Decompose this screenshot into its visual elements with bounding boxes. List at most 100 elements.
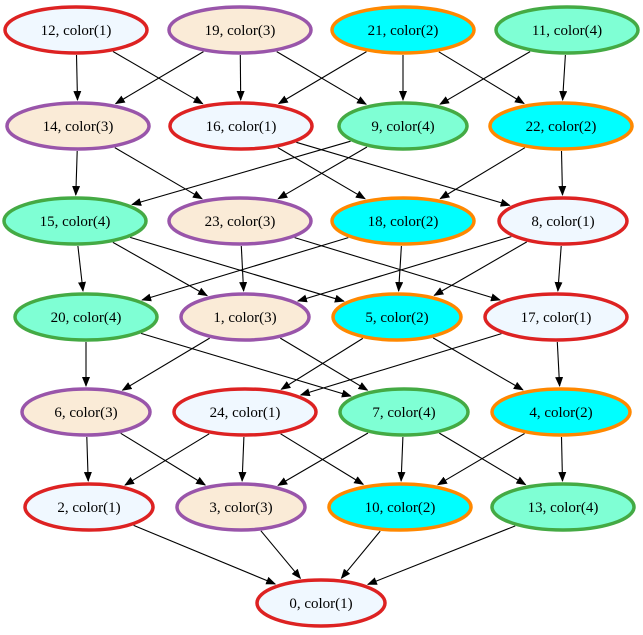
node-8[interactable]: 8, color(1) [497, 196, 629, 246]
edge-n8-n1 [296, 236, 512, 303]
node-label: 4, color(2) [529, 405, 592, 421]
edge-n1-n6 [121, 337, 210, 391]
node-ellipse [330, 5, 476, 55]
edge-n18-n5 [395, 245, 404, 292]
node-5[interactable]: 5, color(2) [331, 292, 463, 342]
node-label: 20, color(4) [51, 310, 122, 326]
edge-n14-n23 [114, 147, 203, 200]
node-label: 1, color(3) [213, 310, 276, 326]
node-9[interactable]: 9, color(4) [337, 101, 469, 151]
node-15[interactable]: 15, color(4) [2, 196, 148, 246]
node-ellipse [327, 482, 473, 532]
node-16[interactable]: 16, color(1) [168, 101, 314, 151]
edge-n21-n16 [277, 51, 367, 105]
edge-n23-n17 [294, 237, 501, 302]
edge-n15-n5 [129, 236, 345, 303]
edge-n5-n24 [280, 337, 364, 390]
edge-n4-n10 [437, 433, 525, 486]
node-ellipse [494, 5, 640, 55]
edge-n6-n3 [120, 432, 207, 486]
node-label: 18, color(2) [368, 214, 439, 230]
edge-n24-n2 [124, 433, 210, 486]
node-7[interactable]: 7, color(4) [338, 387, 470, 437]
edge-n8-n5 [433, 241, 528, 296]
node-19[interactable]: 19, color(3) [167, 5, 313, 55]
node-label: 17, color(1) [521, 310, 592, 326]
node-label: 5, color(2) [365, 310, 428, 326]
edge-n12-n14 [73, 54, 82, 101]
edge-n22-n8 [558, 150, 567, 196]
node-label: 21, color(2) [368, 23, 439, 39]
edge-n23-n1 [239, 245, 248, 292]
node-ellipse [23, 482, 155, 532]
node-24[interactable]: 24, color(1) [172, 387, 318, 437]
node-label: 0, color(1) [289, 596, 352, 612]
edge-n15-n20 [77, 245, 86, 292]
node-ellipse [483, 292, 629, 342]
node-label: 13, color(4) [528, 500, 599, 516]
node-label: 10, color(2) [365, 500, 436, 516]
node-ellipse [255, 578, 387, 628]
edge-n18-n20 [141, 237, 349, 302]
edge-n3-n0 [260, 530, 302, 580]
node-ellipse [20, 387, 152, 437]
node-ellipse [167, 196, 313, 246]
node-18[interactable]: 18, color(2) [330, 196, 476, 246]
node-ellipse [338, 387, 470, 437]
node-23[interactable]: 23, color(3) [167, 196, 313, 246]
edge-n7-n10 [397, 436, 406, 482]
edge-n12-n16 [112, 51, 204, 105]
node-2[interactable]: 2, color(1) [23, 482, 155, 532]
node-ellipse [2, 196, 148, 246]
edge-n22-n18 [439, 147, 526, 200]
node-3[interactable]: 3, color(3) [175, 482, 307, 532]
node-label: 11, color(4) [532, 23, 602, 39]
node-ellipse [330, 196, 476, 246]
node-6[interactable]: 6, color(3) [20, 387, 152, 437]
edge-n5-n4 [432, 337, 524, 391]
edges-layer [72, 51, 568, 585]
node-ellipse [3, 5, 149, 55]
node-10[interactable]: 10, color(2) [327, 482, 473, 532]
node-1[interactable]: 1, color(3) [179, 292, 311, 342]
node-label: 19, color(3) [205, 23, 276, 39]
edge-n19-n14 [114, 51, 204, 105]
edge-n20-n7 [140, 332, 352, 398]
edge-n4-n13 [558, 436, 567, 482]
node-label: 22, color(2) [526, 119, 597, 135]
node-14[interactable]: 14, color(3) [5, 101, 151, 151]
node-ellipse [331, 292, 463, 342]
edge-n11-n22 [559, 54, 568, 101]
edge-n1-n7 [280, 337, 369, 391]
edge-n9-n15 [131, 140, 351, 206]
edge-n14-n15 [72, 150, 81, 196]
node-label: 15, color(4) [40, 214, 111, 230]
node-label: 8, color(1) [531, 214, 594, 230]
edge-n13-n0 [366, 525, 516, 585]
edge-n9-n23 [277, 146, 368, 200]
edge-n11-n9 [439, 51, 531, 105]
node-ellipse [175, 482, 307, 532]
node-label: 16, color(1) [206, 119, 277, 135]
node-label: 2, color(1) [57, 500, 120, 516]
node-20[interactable]: 20, color(4) [13, 292, 159, 342]
node-21[interactable]: 21, color(2) [330, 5, 476, 55]
node-ellipse [337, 101, 469, 151]
node-22[interactable]: 22, color(2) [488, 101, 634, 151]
edge-n8-n17 [554, 245, 563, 292]
node-ellipse [488, 101, 634, 151]
node-label: 23, color(3) [205, 214, 276, 230]
edge-n7-n3 [277, 432, 369, 486]
node-13[interactable]: 13, color(4) [490, 482, 636, 532]
node-4[interactable]: 4, color(2) [490, 387, 632, 437]
node-17[interactable]: 17, color(1) [483, 292, 629, 342]
edge-n10-n0 [340, 530, 381, 579]
node-11[interactable]: 11, color(4) [494, 5, 640, 55]
edge-n24-n3 [238, 436, 247, 482]
edge-n21-n22 [438, 51, 525, 105]
node-0[interactable]: 0, color(1) [255, 578, 387, 628]
node-ellipse [167, 5, 313, 55]
node-12[interactable]: 12, color(1) [3, 5, 149, 55]
node-ellipse [13, 292, 159, 342]
